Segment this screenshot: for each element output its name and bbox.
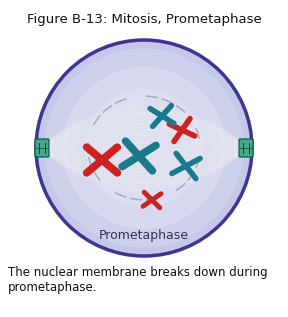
Circle shape xyxy=(85,88,203,207)
FancyBboxPatch shape xyxy=(239,139,253,157)
Circle shape xyxy=(36,40,252,256)
Text: The nuclear membrane breaks down during
prometaphase.: The nuclear membrane breaks down during … xyxy=(8,266,268,294)
Text: Prometaphase: Prometaphase xyxy=(99,230,189,243)
Circle shape xyxy=(63,67,225,229)
Circle shape xyxy=(45,49,243,247)
FancyBboxPatch shape xyxy=(35,139,49,157)
Text: Figure B-13: Mitosis, Prometaphase: Figure B-13: Mitosis, Prometaphase xyxy=(26,13,262,26)
